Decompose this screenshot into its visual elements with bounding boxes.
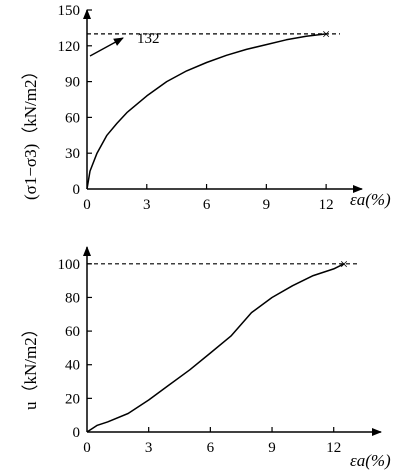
chart1-annotation-arrow [89, 37, 124, 57]
chart1-y-tick-label: 30 [65, 146, 80, 162]
chart2-x-tick-label: 0 [83, 440, 91, 456]
chart2-y-ticks: 0 20 40 60 80 100 [58, 257, 92, 441]
chart1-y-tick-label: 0 [73, 182, 81, 198]
chart1-x-tick-label: 3 [143, 197, 151, 213]
chart1-x-ticks: 0 3 6 9 12 [83, 184, 334, 213]
deviator-stress-chart: 0 3 6 9 12 0 30 60 90 120 150 × 132 εa(%) (σ1−σ3)… [21, 3, 391, 213]
chart2-x-tick-label: 9 [268, 440, 276, 456]
chart1-x-axis-label: εa(%) [350, 190, 391, 209]
chart1-x-tick-label: 0 [83, 197, 91, 213]
chart2-end-marker: × [340, 257, 348, 273]
chart2-y-axis-label: u（kN/m2） [21, 320, 40, 410]
chart1-x-tick-label: 9 [263, 197, 271, 213]
chart1-y-ticks: 0 30 60 90 120 150 [58, 3, 92, 198]
chart2-y-tick-label: 100 [58, 257, 81, 273]
chart2-x-tick-label: 6 [207, 440, 215, 456]
chart2-x-ticks: 0 3 6 9 12 [83, 427, 341, 456]
chart1-series-line [86, 33, 327, 190]
chart1-annotation-label: 132 [137, 31, 160, 47]
chart1-x-tick-label: 6 [203, 197, 211, 213]
pore-pressure-chart: 0 3 6 9 12 0 20 40 60 80 100 × εa(%) u（kN/m2） [21, 246, 391, 470]
chart1-marks: × [86, 27, 340, 190]
chart1-y-tick-label: 150 [58, 3, 81, 19]
chart1-y-tick-label: 90 [65, 75, 80, 91]
chart2-series-line [86, 263, 345, 433]
chart1-end-marker: × [322, 27, 330, 43]
chart2-x-axis-label: εa(%) [350, 451, 391, 470]
chart1-y-axis-label: (σ1−σ3)（kN/m2） [21, 63, 40, 200]
chart2-x-tick-label: 3 [145, 440, 153, 456]
chart2-y-tick-label: 40 [65, 358, 80, 374]
chart2-x-tick-label: 12 [326, 440, 341, 456]
chart2-y-tick-label: 20 [65, 391, 80, 407]
chart1-x-tick-label: 12 [319, 197, 334, 213]
chart2-y-tick-label: 0 [73, 425, 81, 441]
chart1-y-tick-label: 120 [58, 39, 81, 55]
chart2-y-tick-label: 80 [65, 290, 80, 306]
chart2-marks: × [86, 257, 359, 433]
chart1-y-tick-label: 60 [65, 110, 80, 126]
chart2-y-tick-label: 60 [65, 324, 80, 340]
